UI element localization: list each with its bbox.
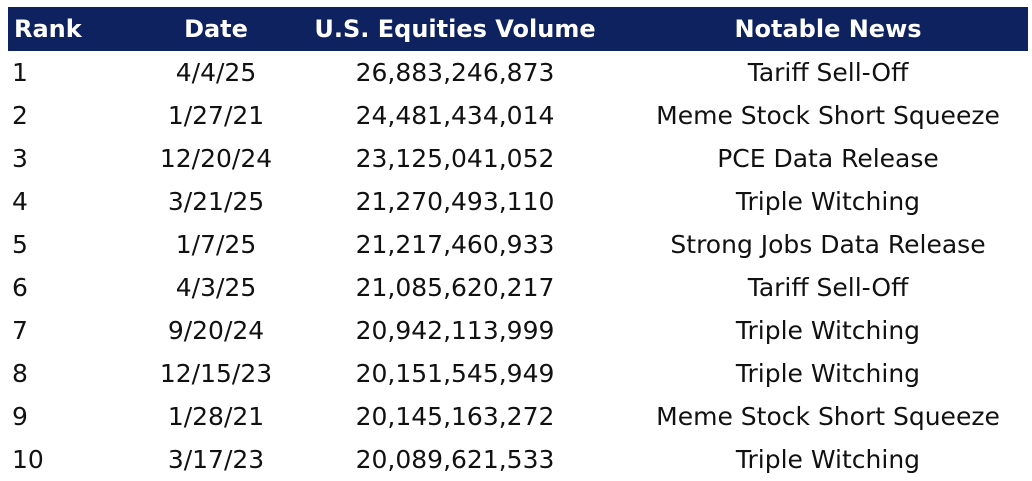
cell-volume: 20,151,545,949: [355, 359, 555, 388]
cell-volume: 20,145,163,272: [355, 402, 555, 431]
cell-rank: 8: [12, 359, 28, 388]
table-row: 5 1/7/25 21,217,460,933 Strong Jobs Data…: [8, 223, 1028, 266]
cell-date: 3/21/25: [167, 187, 265, 216]
cell-date: 4/4/25: [175, 58, 257, 87]
table-header-row: Rank Date U.S. Equities Volume Notable N…: [8, 7, 1028, 51]
cell-news: Tariff Sell-Off: [747, 273, 909, 302]
cell-news: Triple Witching: [735, 445, 921, 474]
cell-date: 1/28/21: [167, 402, 265, 431]
cell-rank: 1: [12, 58, 28, 87]
cell-rank: 9: [12, 402, 28, 431]
cell-rank: 2: [12, 101, 28, 130]
cell-date: 12/20/24: [159, 144, 273, 173]
header-date: Date: [184, 15, 248, 43]
header-volume: U.S. Equities Volume: [314, 15, 596, 43]
volume-ranking-table: Rank Date U.S. Equities Volume Notable N…: [8, 7, 1028, 481]
cell-date: 4/3/25: [175, 273, 257, 302]
header-news: Notable News: [734, 15, 922, 43]
table-row: 2 1/27/21 24,481,434,014 Meme Stock Shor…: [8, 94, 1028, 137]
cell-news: Meme Stock Short Squeeze: [656, 101, 1000, 130]
cell-volume: 26,883,246,873: [355, 58, 555, 87]
cell-volume: 23,125,041,052: [355, 144, 555, 173]
table-row: 6 4/3/25 21,085,620,217 Tariff Sell-Off: [8, 266, 1028, 309]
cell-date: 1/7/25: [175, 230, 257, 259]
cell-news: Triple Witching: [735, 359, 921, 388]
table-row: 1 4/4/25 26,883,246,873 Tariff Sell-Off: [8, 51, 1028, 94]
cell-news: PCE Data Release: [717, 144, 939, 173]
cell-news: Strong Jobs Data Release: [670, 230, 986, 259]
cell-volume: 21,085,620,217: [355, 273, 555, 302]
table-row: 8 12/15/23 20,151,545,949 Triple Witchin…: [8, 352, 1028, 395]
cell-rank: 5: [12, 230, 28, 259]
table-row: 3 12/20/24 23,125,041,052 PCE Data Relea…: [8, 137, 1028, 180]
cell-rank: 3: [12, 144, 28, 173]
cell-volume: 20,942,113,999: [355, 316, 555, 345]
cell-volume: 24,481,434,014: [355, 101, 555, 130]
cell-news: Meme Stock Short Squeeze: [656, 402, 1000, 431]
cell-news: Triple Witching: [735, 187, 921, 216]
cell-date: 9/20/24: [167, 316, 265, 345]
cell-date: 12/15/23: [159, 359, 273, 388]
table-row: 9 1/28/21 20,145,163,272 Meme Stock Shor…: [8, 395, 1028, 438]
table-row: 4 3/21/25 21,270,493,110 Triple Witching: [8, 180, 1028, 223]
cell-date: 3/17/23: [167, 445, 265, 474]
cell-rank: 10: [12, 445, 44, 474]
table-row: 10 3/17/23 20,089,621,533 Triple Witchin…: [8, 438, 1028, 481]
cell-volume: 21,270,493,110: [355, 187, 555, 216]
cell-volume: 20,089,621,533: [355, 445, 555, 474]
cell-volume: 21,217,460,933: [355, 230, 555, 259]
cell-news: Tariff Sell-Off: [747, 58, 909, 87]
cell-news: Triple Witching: [735, 316, 921, 345]
cell-date: 1/27/21: [167, 101, 265, 130]
cell-rank: 6: [12, 273, 28, 302]
table-row: 7 9/20/24 20,942,113,999 Triple Witching: [8, 309, 1028, 352]
cell-rank: 4: [12, 187, 28, 216]
header-rank: Rank: [14, 15, 82, 43]
cell-rank: 7: [12, 316, 28, 345]
